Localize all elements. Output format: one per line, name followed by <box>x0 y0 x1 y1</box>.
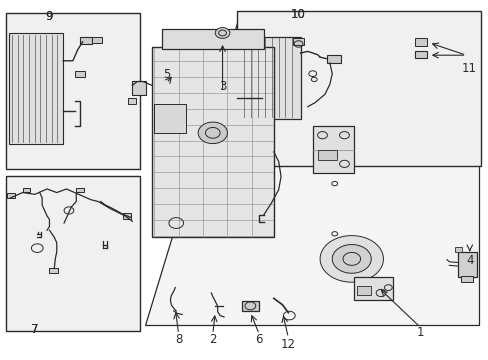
Text: 7: 7 <box>31 323 39 336</box>
Bar <box>237 93 243 101</box>
Bar <box>9 33 63 144</box>
Bar <box>414 51 427 58</box>
Bar <box>122 213 131 219</box>
Text: 11: 11 <box>460 62 475 75</box>
Polygon shape <box>215 28 229 39</box>
Bar <box>356 286 370 295</box>
Text: 10: 10 <box>290 8 305 21</box>
Bar <box>242 37 300 119</box>
Bar <box>5 176 140 330</box>
Bar <box>242 301 259 311</box>
Bar <box>49 268 58 273</box>
Text: 3: 3 <box>219 80 226 93</box>
Text: 5: 5 <box>163 68 170 81</box>
Bar <box>161 30 264 49</box>
Bar <box>22 188 30 192</box>
Polygon shape <box>320 235 383 282</box>
Bar <box>414 39 427 45</box>
Polygon shape <box>198 122 227 144</box>
Text: 1: 1 <box>415 325 423 338</box>
Text: 9: 9 <box>45 10 53 23</box>
Bar <box>76 188 83 192</box>
Text: 9: 9 <box>45 10 53 23</box>
Bar <box>128 98 136 104</box>
Bar <box>92 36 102 43</box>
Bar <box>312 126 353 173</box>
Bar <box>327 55 340 63</box>
Bar <box>154 104 185 133</box>
Bar <box>6 193 15 198</box>
Bar <box>460 276 472 282</box>
Bar <box>293 39 304 45</box>
Text: 12: 12 <box>280 338 295 351</box>
Bar <box>152 47 273 237</box>
Text: 6: 6 <box>255 333 263 346</box>
Bar <box>454 247 462 252</box>
Bar <box>80 37 92 44</box>
Bar <box>132 81 146 95</box>
Text: 8: 8 <box>175 333 182 346</box>
Bar <box>237 12 480 166</box>
Bar <box>317 149 336 160</box>
Polygon shape <box>144 13 478 325</box>
Text: 2: 2 <box>209 333 216 346</box>
Bar <box>5 13 140 169</box>
Text: 4: 4 <box>465 254 472 267</box>
Bar <box>75 71 85 77</box>
Text: 10: 10 <box>290 8 305 21</box>
Bar <box>353 277 392 300</box>
Polygon shape <box>332 244 370 273</box>
Text: 7: 7 <box>31 323 39 336</box>
Bar <box>457 252 476 277</box>
